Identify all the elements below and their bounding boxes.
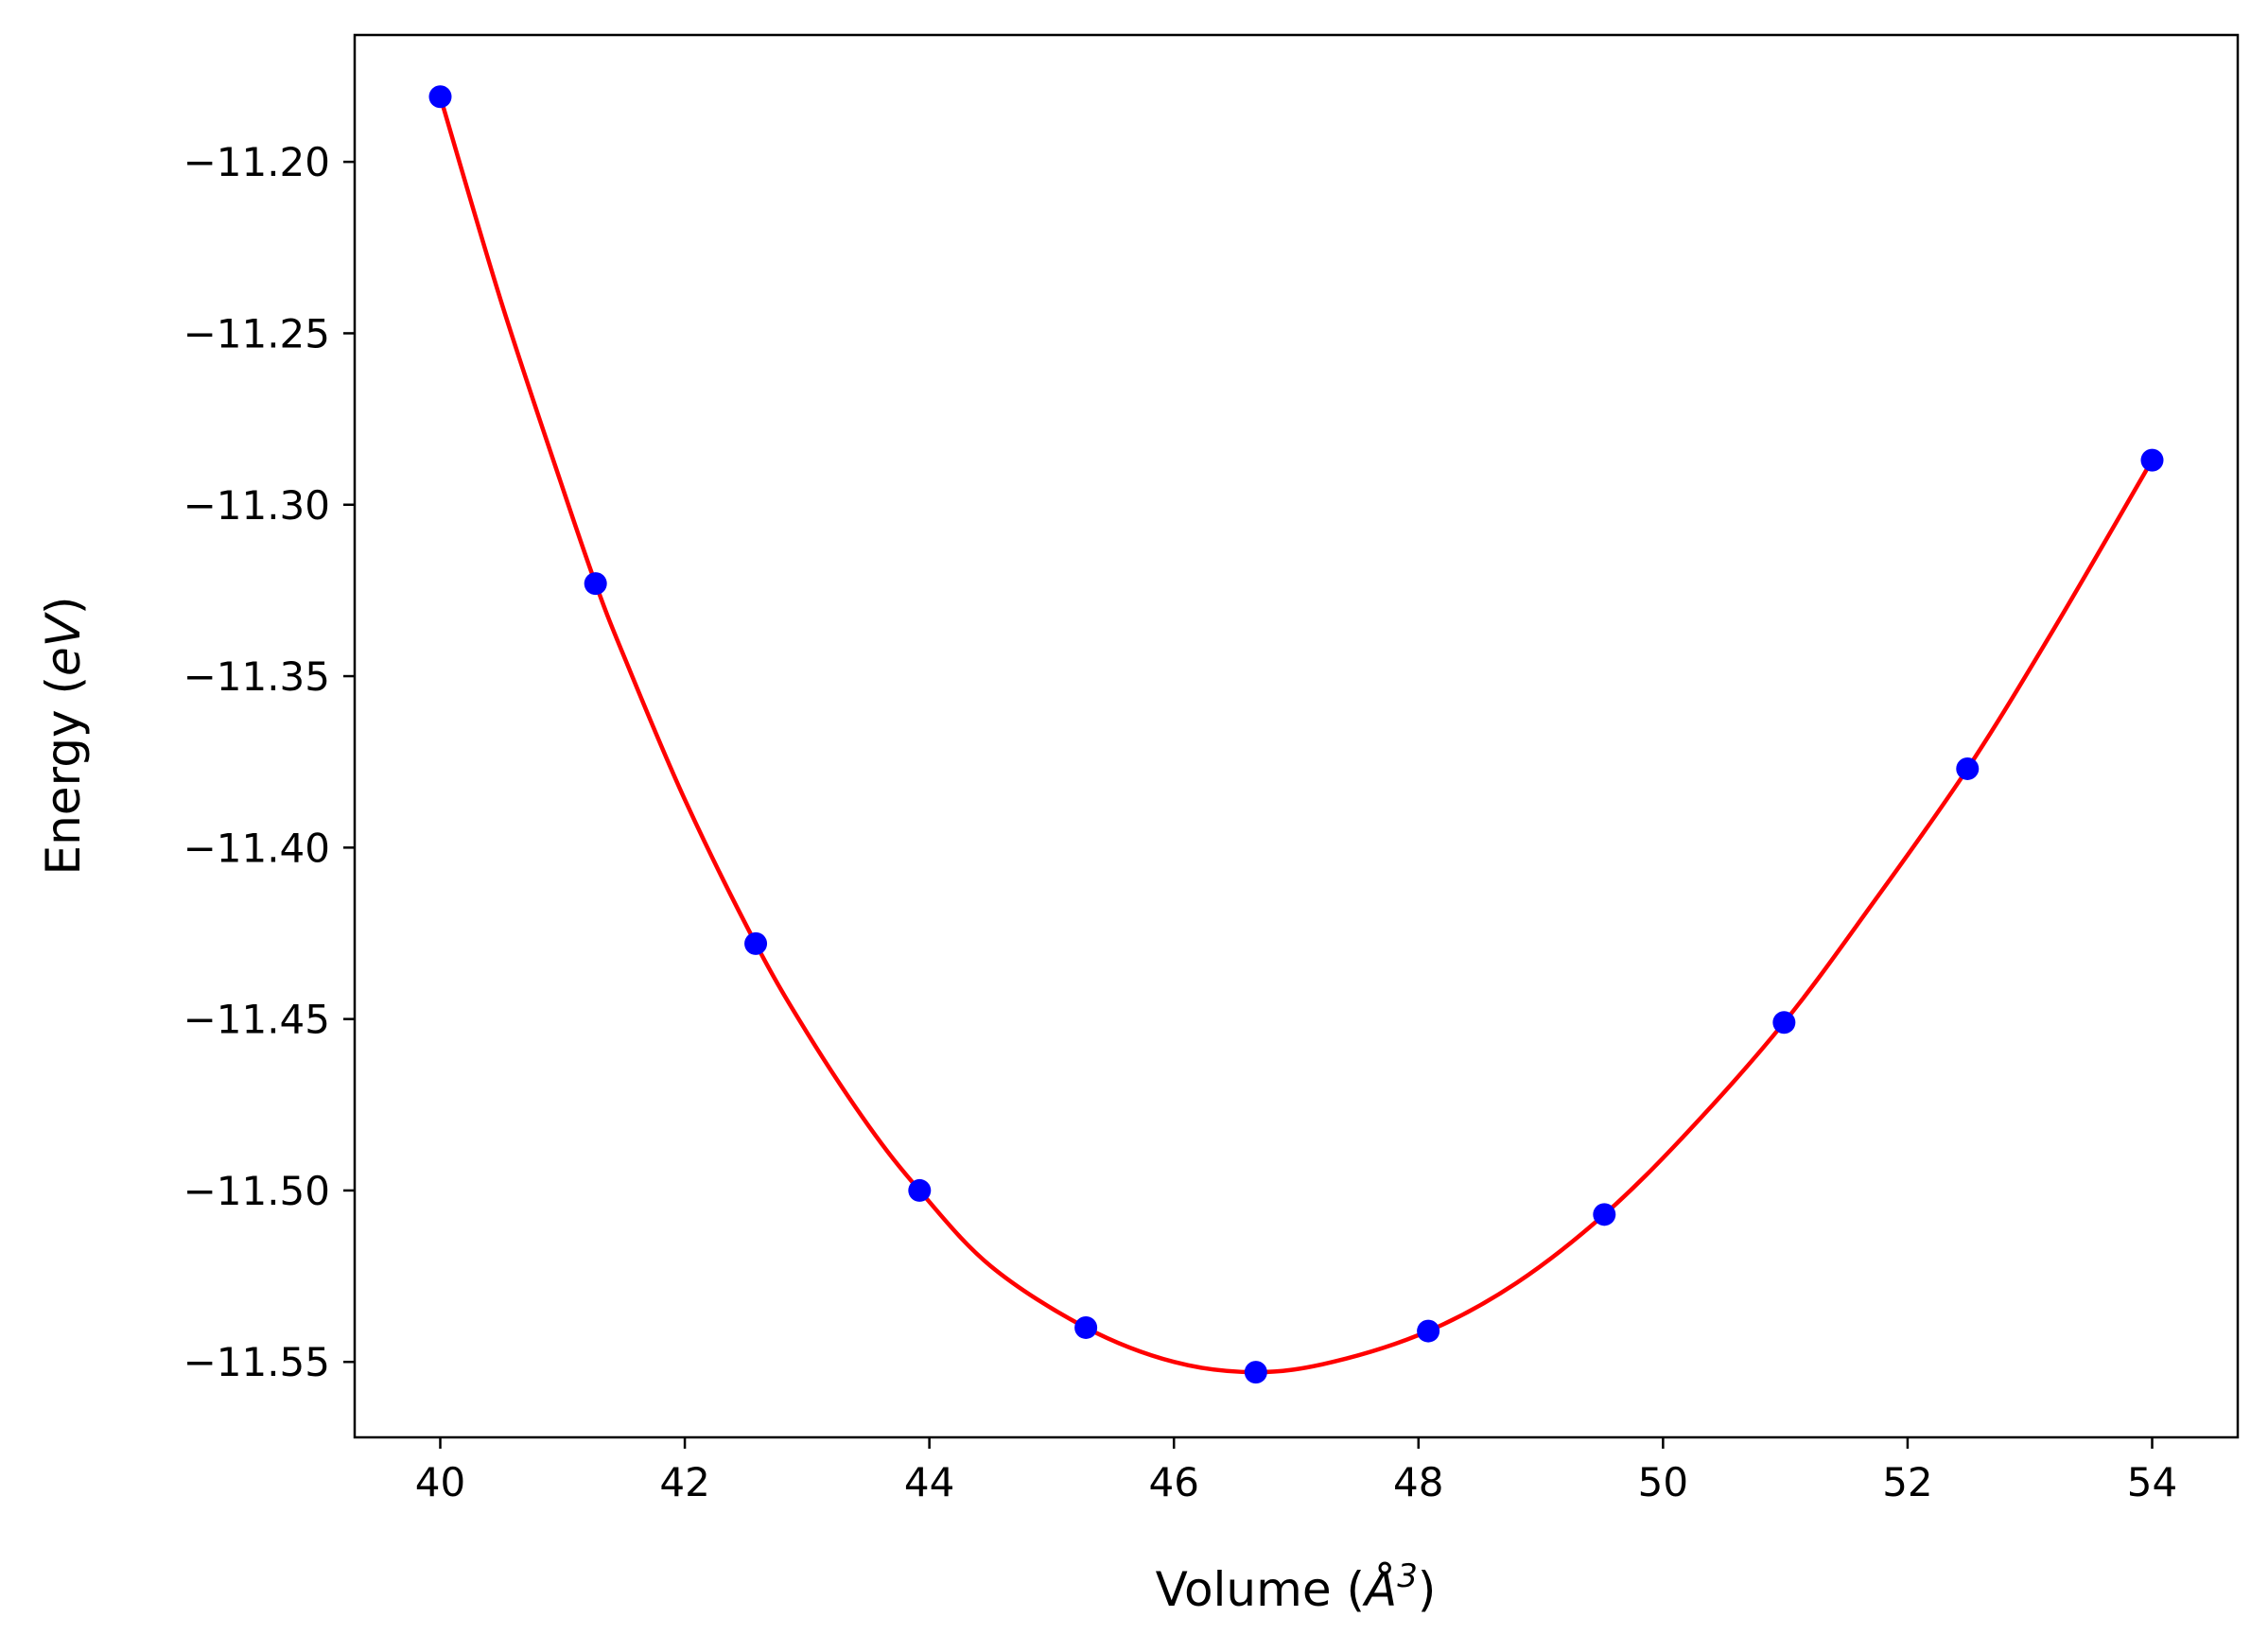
x-tick-label: 52 (1882, 1459, 1932, 1505)
y-tick-label: −11.35 (183, 653, 330, 700)
x-tick-label: 50 (1638, 1459, 1688, 1505)
data-point (744, 931, 768, 955)
data-point (2140, 448, 2164, 472)
data-point (584, 572, 607, 596)
data-point (1772, 1011, 1796, 1035)
x-tick-label: 44 (904, 1459, 954, 1505)
y-axis-label: Energy (eV) (36, 597, 91, 876)
data-point (908, 1178, 932, 1202)
data-point (1593, 1203, 1616, 1226)
data-point (428, 85, 452, 109)
y-tick-label: −11.25 (183, 310, 330, 356)
x-axis-label: Volume (Å3) (1156, 1557, 1437, 1617)
data-point (1244, 1361, 1267, 1384)
x-tick-label: 40 (415, 1459, 465, 1505)
x-tick-label: 48 (1393, 1459, 1443, 1505)
data-point (1956, 756, 1980, 780)
y-tick-label: −11.40 (183, 825, 330, 871)
y-tick-label: −11.45 (183, 997, 330, 1043)
fit-curve-layer (438, 96, 2155, 1375)
x-tick-label: 54 (2127, 1459, 2177, 1505)
y-tick-label: −11.20 (183, 139, 330, 185)
y-tick-label: −11.30 (183, 482, 330, 529)
x-tick-label: 46 (1148, 1459, 1198, 1505)
x-tick-label: 42 (659, 1459, 709, 1505)
fit-curve-line (438, 96, 2155, 1375)
plot-frame (353, 33, 2240, 1439)
y-axis: −11.20 −11.25 −11.30 −11.35 −11.40 −11.45 −11.… (183, 139, 355, 1385)
y-tick-label: −11.50 (183, 1168, 330, 1214)
y-tick-label: −11.55 (183, 1339, 330, 1385)
data-points-layer (428, 85, 2164, 1384)
data-point (1417, 1319, 1440, 1343)
data-point (1074, 1315, 1098, 1339)
x-axis: 40 42 44 46 48 50 52 54 (415, 1437, 2177, 1505)
